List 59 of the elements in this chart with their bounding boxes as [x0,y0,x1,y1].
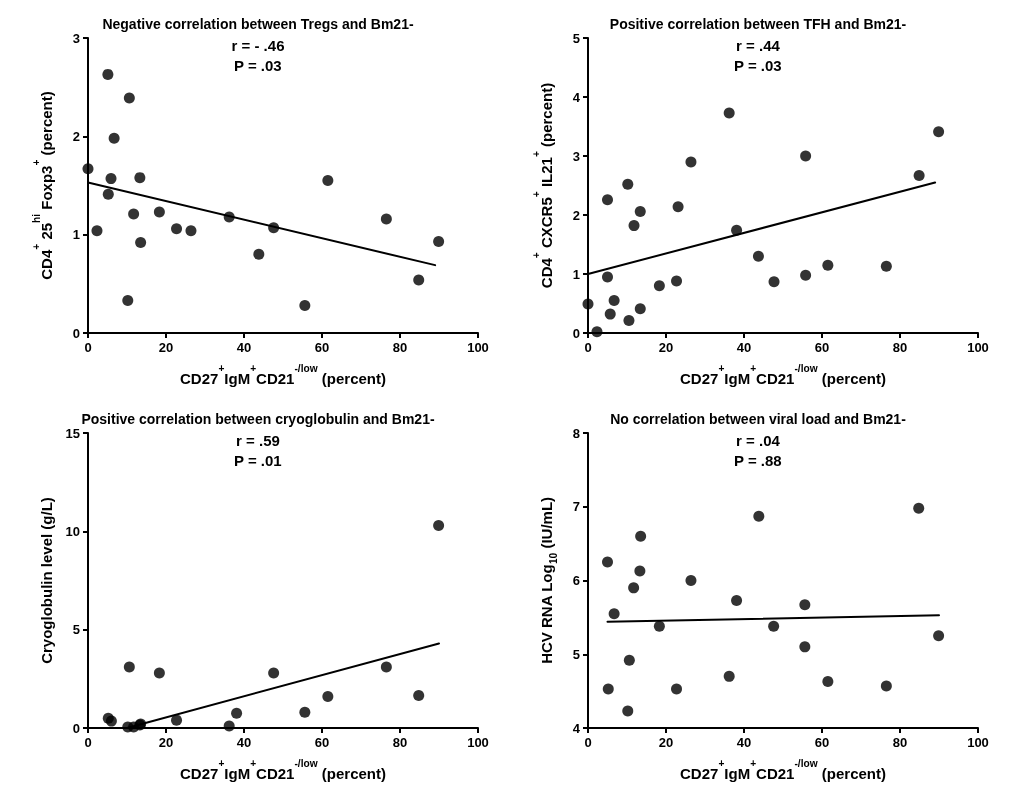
annotation: r = .04 [736,432,781,449]
y-tick-label: 5 [572,30,580,46]
y-axis-title: CD4+ 25hi Foxp3+ (percent) [30,91,55,280]
annotation: r = .44 [736,37,781,54]
x-tick-label: 0 [584,735,592,750]
x-tick-label: 20 [658,340,674,355]
x-tick-label: 80 [892,735,908,750]
y-tick-label: 3 [72,30,80,46]
y-tick-label: 5 [572,646,580,662]
annotation: P = .01 [234,452,282,469]
y-tick-label: 10 [65,523,80,539]
y-tick-label: 0 [72,720,80,736]
y-tick-label: 0 [72,325,80,341]
x-tick-label: 40 [236,735,252,750]
annotation: r = .59 [236,432,280,449]
y-tick-label: 15 [65,425,80,441]
annotation: P = .03 [734,57,782,74]
y-tick-label: 4 [572,89,581,105]
y-tick-label: 3 [572,148,580,164]
x-tick-label: 60 [314,340,330,355]
y-tick-label: 0 [572,325,580,341]
x-tick-label: 100 [467,735,489,750]
x-tick-label: 100 [967,340,989,355]
y-tick-label: 4 [572,720,581,736]
annotation: P = .88 [734,452,782,469]
annotation: P = .03 [234,57,282,74]
y-axis-title: Cryoglobulin level (g/L) [38,497,55,664]
y-tick-label: 6 [572,573,580,588]
x-tick-label: 80 [392,735,408,750]
x-tick-label: 100 [967,735,989,750]
chart-title: Negative correlation between Tregs and Bm21- [102,16,414,32]
y-axis-title: HCV RNA Log10 (IU/mL) [538,496,559,664]
x-tick-label: 0 [84,340,92,355]
x-tick-label: 40 [736,340,752,355]
chart-title: No correlation between viral load and Bm21- [610,411,907,427]
x-tick-label: 60 [814,735,830,750]
x-tick-label: 0 [84,735,92,750]
x-tick-label: 0 [584,340,592,355]
y-tick-label: 7 [572,499,580,515]
y-tick-label: 1 [72,227,80,243]
x-tick-label: 20 [158,735,174,750]
x-tick-label: 100 [467,340,489,355]
y-tick-label: 2 [72,128,80,144]
x-tick-label: 20 [658,735,674,750]
y-tick-label: 1 [572,266,580,282]
x-tick-label: 40 [736,735,752,750]
y-tick-label: 2 [572,207,580,223]
x-tick-label: 80 [392,340,408,355]
x-tick-label: 60 [314,735,330,750]
x-tick-label: 60 [814,340,830,355]
y-axis-title: CD4+ CXCR5+ IL21+ (percent) [530,82,555,289]
chart-title: Positive correlation between cryoglobulin and Bm21- [81,411,435,427]
annotation: r = - .46 [231,37,285,54]
x-tick-label: 20 [158,340,174,355]
y-tick-label: 5 [72,622,80,638]
x-tick-label: 80 [892,340,908,355]
x-tick-label: 40 [236,340,252,355]
y-tick-label: 8 [572,425,580,441]
chart-title: Positive correlation between TFH and Bm21- [609,16,907,32]
